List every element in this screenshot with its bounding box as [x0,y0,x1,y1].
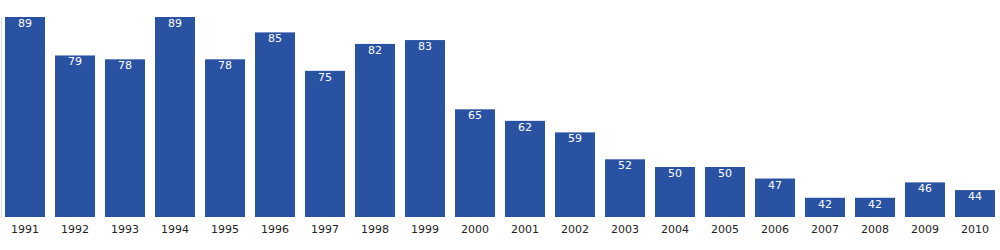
data-label: 83 [418,40,432,53]
x-tick: 2010 [961,223,989,236]
x-tick-label: 2010 [961,223,989,236]
chart: 1991 1992 1993 1994 1995 1996 1997 1998 1999 2000… [0,0,1000,250]
data-label: 89 [168,17,182,30]
x-tick: 1997 [311,223,339,236]
x-tick-label: 1992 [61,223,89,236]
bar [555,132,595,217]
bar [655,167,695,217]
data-label: 44 [968,190,982,203]
y-axis-line [1,18,2,218]
x-tick: 1992 [61,223,89,236]
data-label: 62 [518,121,532,134]
x-tick: 1993 [111,223,139,236]
plot: 1991 1992 1993 1994 1995 1996 1997 1998 1999 2000… [2,17,996,236]
bar [955,190,995,217]
x-tick: 2005 [711,223,739,236]
bar [205,59,245,217]
data-label: 65 [468,109,482,122]
data-label: 50 [668,167,682,180]
x-tick: 1995 [211,223,239,236]
bar [155,17,195,217]
x-axis: 1991 1992 1993 1994 1995 1996 1997 1998 1999 2000… [11,223,989,236]
data-label: 78 [118,59,132,72]
bar [255,32,295,217]
x-tick: 2001 [511,223,539,236]
x-tick-label: 2002 [561,223,589,236]
bar [705,167,745,217]
bar [105,59,145,217]
bar [355,44,395,217]
x-tick-label: 2004 [661,223,689,236]
bar [505,121,545,217]
data-label: 79 [68,55,82,68]
data-label: 52 [618,159,632,172]
x-tick-label: 1991 [11,223,39,236]
x-tick: 2004 [661,223,689,236]
x-tick: 1998 [361,223,389,236]
x-tick: 2007 [811,223,839,236]
data-label: 78 [218,59,232,72]
x-tick-label: 2006 [761,223,789,236]
bar [755,179,795,217]
x-tick: 2008 [861,223,889,236]
bar [805,198,845,217]
x-tick-label: 1998 [361,223,389,236]
x-tick: 2006 [761,223,789,236]
x-tick: 2003 [611,223,639,236]
bar [305,71,345,217]
x-tick: 2009 [911,223,939,236]
data-label: 42 [868,198,882,211]
bar [455,109,495,217]
x-tick-label: 2001 [511,223,539,236]
bar [55,55,95,217]
x-tick: 1994 [161,223,189,236]
bar [905,182,945,217]
bar [605,159,645,217]
x-tick-label: 2003 [611,223,639,236]
x-tick: 2000 [461,223,489,236]
data-label: 89 [18,17,32,30]
x-tick-label: 2000 [461,223,489,236]
x-tick-label: 2005 [711,223,739,236]
x-tick-label: 2007 [811,223,839,236]
x-tick-label: 2009 [911,223,939,236]
x-tick-label: 1996 [261,223,289,236]
bars [5,17,995,217]
bar [5,17,45,217]
x-tick-label: 1997 [311,223,339,236]
x-tick: 1996 [261,223,289,236]
data-label: 42 [818,198,832,211]
bar [405,40,445,217]
x-tick: 2002 [561,223,589,236]
x-tick: 1999 [411,223,439,236]
data-label: 85 [268,32,282,45]
data-label: 46 [918,182,932,195]
bar [855,198,895,217]
x-tick-label: 2008 [861,223,889,236]
data-label: 50 [718,167,732,180]
data-label: 59 [568,132,582,145]
data-label: 47 [768,179,782,192]
data-labels: 89 79 78 89 78 85 75 82 83 65 62 59 52 50 50 47 42 42 46 44 [18,17,982,211]
x-tick: 1991 [11,223,39,236]
x-tick-label: 1999 [411,223,439,236]
data-label: 82 [368,44,382,57]
x-tick-label: 1995 [211,223,239,236]
x-tick-label: 1994 [161,223,189,236]
y-axis [1,18,2,218]
data-label: 75 [318,71,332,84]
x-tick-label: 1993 [111,223,139,236]
